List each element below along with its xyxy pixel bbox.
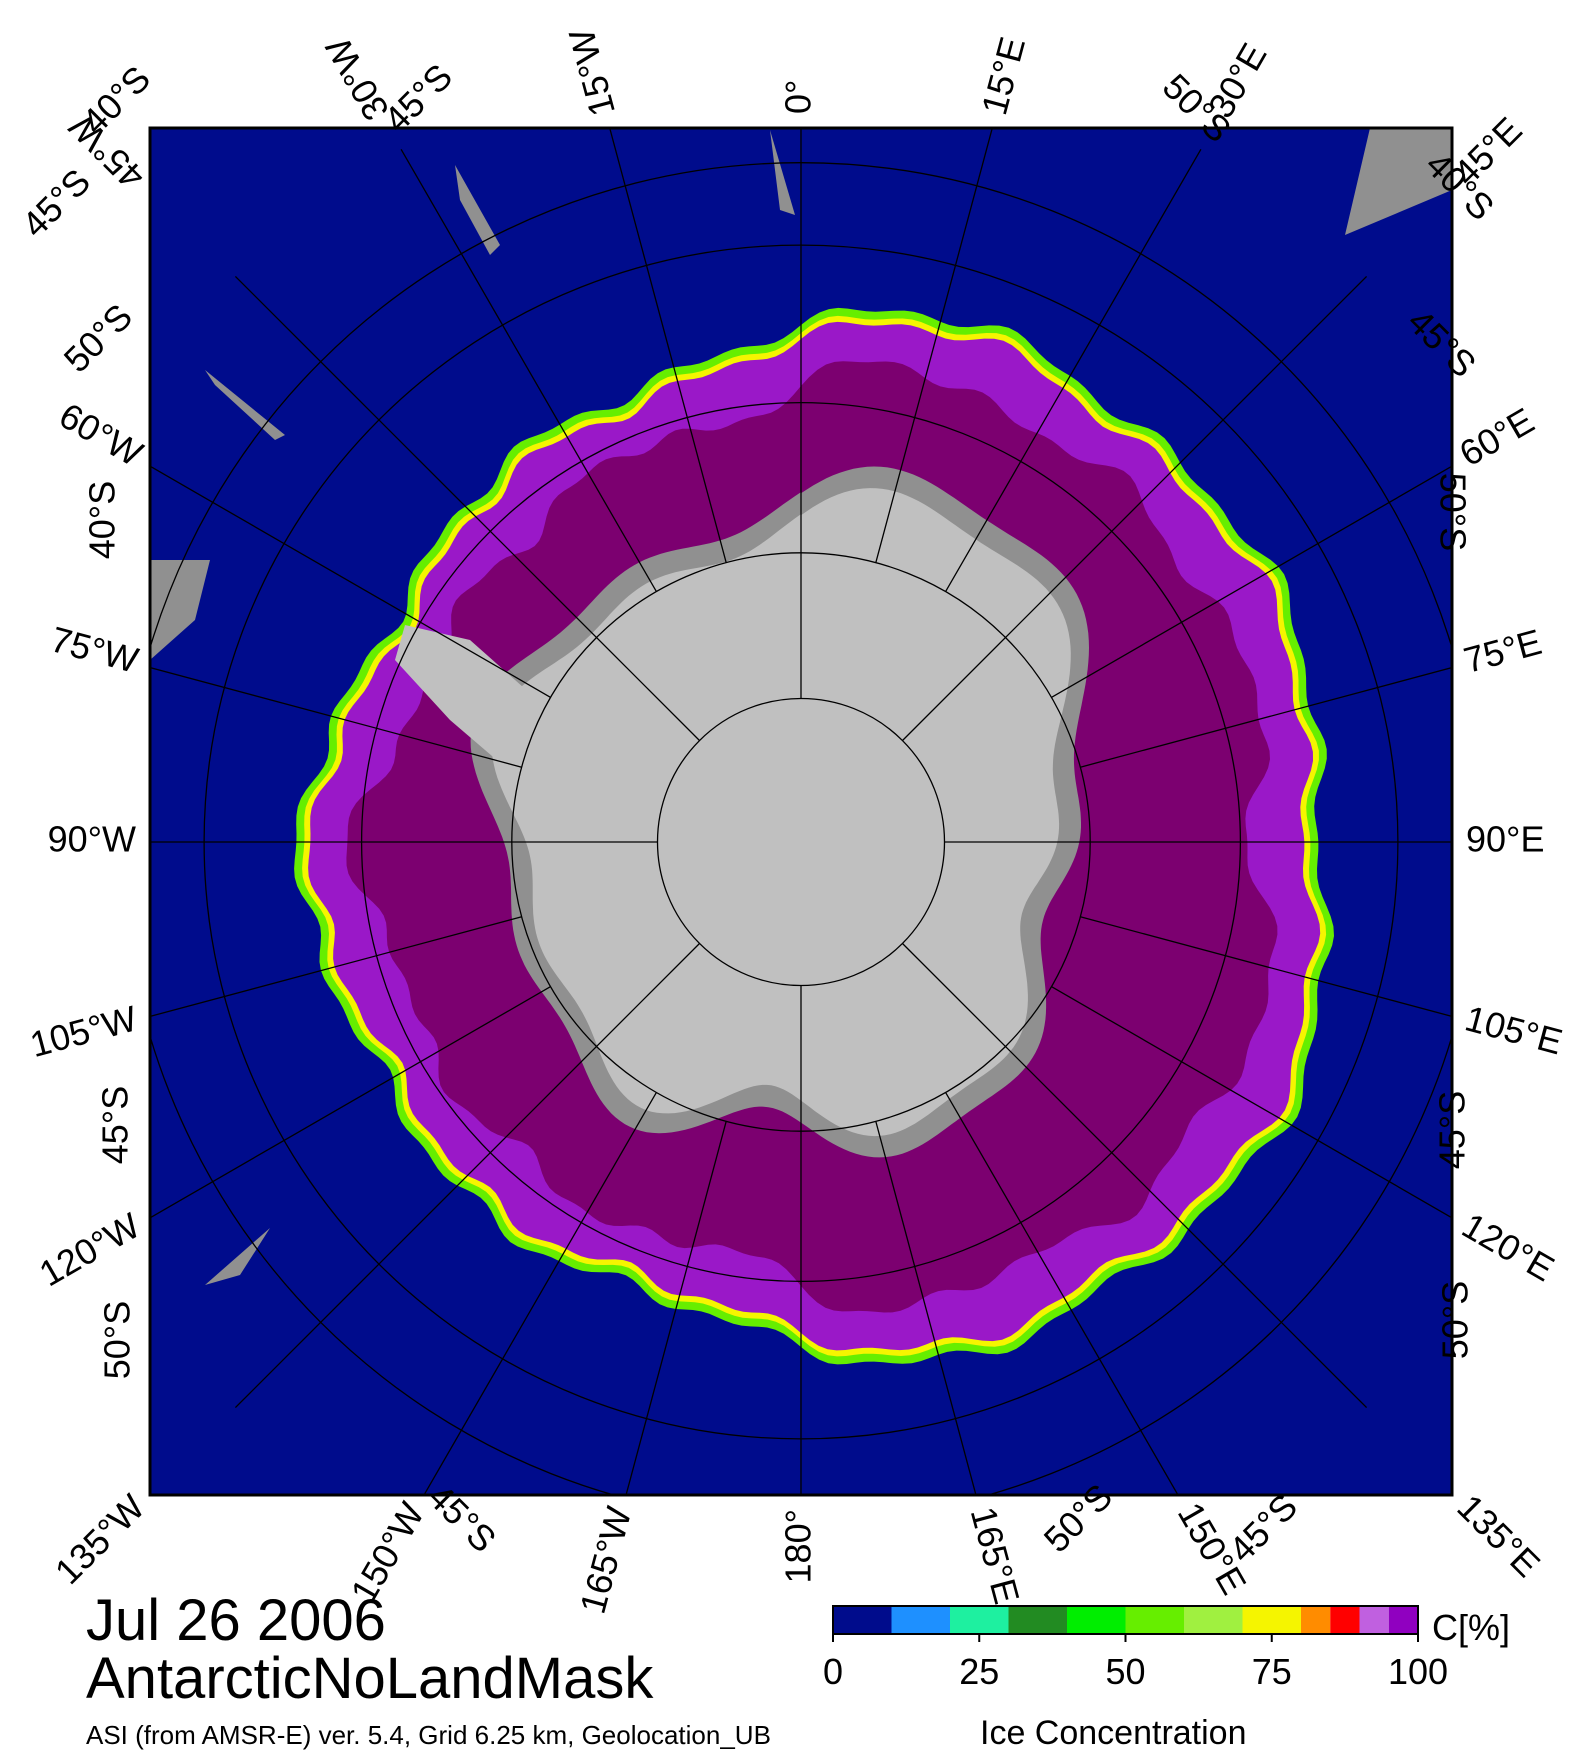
meridian-75 bbox=[1080, 666, 1452, 768]
meridian--45 bbox=[234, 275, 700, 741]
africa-fragment bbox=[455, 165, 500, 255]
meridian--30 bbox=[400, 148, 657, 592]
meridian-45 bbox=[902, 275, 1368, 741]
meridian--120 bbox=[150, 986, 551, 1219]
south-america-tip bbox=[150, 560, 210, 660]
colorbar-bin bbox=[1125, 1606, 1184, 1634]
lon-label: 120°W bbox=[32, 1205, 146, 1295]
meridian-165 bbox=[875, 1121, 977, 1495]
lat-label: 45°S bbox=[14, 161, 98, 245]
colorbar-tick-label: 0 bbox=[823, 1651, 843, 1692]
lon-label: 180° bbox=[778, 1509, 819, 1583]
colorbar-bin bbox=[891, 1606, 950, 1634]
colorbar-bin bbox=[1067, 1606, 1126, 1634]
meridian--135 bbox=[234, 943, 700, 1409]
footer-source-text: ASI (from AMSR-E) ver. 5.4, Grid 6.25 km… bbox=[86, 1720, 771, 1750]
lon-label: 75°E bbox=[1459, 621, 1545, 681]
antarctic-peninsula bbox=[395, 625, 560, 790]
lon-label: 165°E bbox=[963, 1502, 1028, 1608]
lat-label: 50°S bbox=[1435, 1281, 1476, 1359]
lat-label: 45°S bbox=[95, 1086, 136, 1164]
meridian-120 bbox=[1051, 986, 1452, 1219]
lon-label: 75°W bbox=[47, 618, 143, 680]
meridian--150 bbox=[423, 1092, 657, 1495]
lon-label: 15°E bbox=[973, 33, 1033, 119]
meridian-15 bbox=[875, 128, 993, 563]
colorbar-bin bbox=[1359, 1606, 1389, 1634]
product-title: AntarcticNoLandMask bbox=[86, 1646, 654, 1711]
antarctica-land bbox=[150, 128, 1452, 1285]
colorbar-tick-label: 75 bbox=[1252, 1651, 1292, 1692]
colorbar: 0 25 50 75 100 bbox=[823, 1605, 1448, 1692]
footer-product-text: Ice Concentration bbox=[980, 1714, 1247, 1752]
madagascar-fragment bbox=[205, 370, 285, 440]
meridian-135 bbox=[902, 943, 1368, 1409]
lat-label: 50°S bbox=[56, 296, 140, 380]
lon-label: 90°E bbox=[1466, 819, 1544, 860]
lon-label: 165°W bbox=[572, 1502, 640, 1617]
colorbar-bin bbox=[1330, 1606, 1360, 1634]
lat-label: 50°S bbox=[1432, 473, 1473, 551]
lat-label: 40°S bbox=[82, 481, 123, 559]
lon-label: 105°W bbox=[26, 997, 141, 1065]
colorbar-bin bbox=[1184, 1606, 1243, 1634]
meridian--15 bbox=[609, 128, 727, 563]
lon-label: 15°W bbox=[561, 25, 623, 121]
lon-label: 135°W bbox=[47, 1486, 153, 1592]
colorbar-bin bbox=[1242, 1606, 1301, 1634]
colorbar-tick-label: 100 bbox=[1388, 1651, 1448, 1692]
lon-label: 0° bbox=[778, 80, 819, 114]
lon-label: 105°E bbox=[1461, 997, 1567, 1062]
meridian-150 bbox=[945, 1092, 1179, 1495]
meridian-30 bbox=[945, 148, 1202, 592]
lat-label: 50°S bbox=[97, 1301, 138, 1379]
meridian--105 bbox=[150, 916, 522, 1018]
lon-label: 60°W bbox=[53, 395, 150, 475]
lon-label: 60°E bbox=[1452, 400, 1540, 475]
colorbar-tick-label: 25 bbox=[959, 1651, 999, 1692]
land-area bbox=[491, 488, 1071, 1137]
australia-corner bbox=[1345, 128, 1452, 235]
colorbar-bin bbox=[1008, 1606, 1067, 1634]
meridian--165 bbox=[625, 1121, 727, 1495]
colorbar-tick-label: 50 bbox=[1105, 1651, 1145, 1692]
colorbar-bin bbox=[1388, 1606, 1419, 1634]
island-fragment bbox=[770, 130, 795, 215]
date-title: Jul 26 2006 bbox=[86, 1588, 386, 1653]
lon-label: 120°E bbox=[1455, 1205, 1561, 1290]
new-zealand-fragment bbox=[205, 1228, 270, 1285]
colorbar-unit-label: C[%] bbox=[1432, 1607, 1510, 1648]
map-frame bbox=[148, 126, 1454, 1497]
meridian--60 bbox=[150, 465, 551, 698]
meridian--75 bbox=[150, 666, 522, 768]
graticule bbox=[150, 128, 1452, 1495]
lon-label: 135°E bbox=[1450, 1486, 1549, 1585]
colorbar-bin bbox=[833, 1606, 892, 1634]
colorbar-bin bbox=[950, 1606, 1009, 1634]
lat-label: 45°S bbox=[1432, 1091, 1473, 1169]
lon-label: 90°W bbox=[48, 819, 136, 860]
meridian-105 bbox=[1080, 916, 1452, 1018]
colorbar-bin bbox=[1301, 1606, 1331, 1634]
meridian-60 bbox=[1051, 465, 1452, 698]
